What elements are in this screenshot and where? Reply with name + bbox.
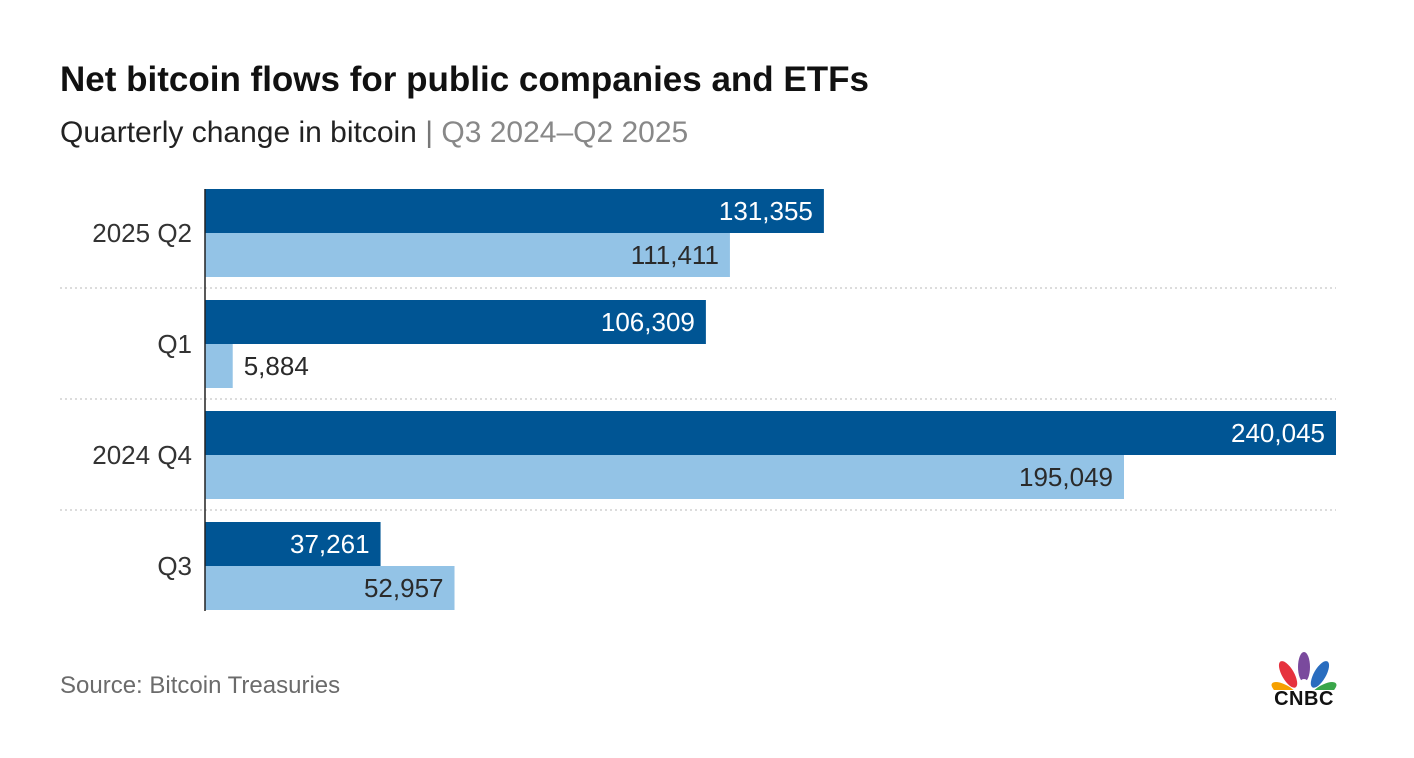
- category-label: Q1: [157, 329, 192, 359]
- bar: [205, 522, 381, 566]
- subtitle-separator: |: [425, 116, 434, 149]
- bar: [205, 189, 824, 233]
- data-label: 240,045: [1231, 418, 1325, 448]
- category-label: 2025 Q2: [92, 218, 192, 248]
- logo-text: CNBC: [1274, 688, 1334, 710]
- subtitle-text: Quarterly change in bitcoin: [60, 116, 417, 149]
- source-note: Source: Bitcoin Treasuries: [60, 672, 341, 699]
- bar: [205, 566, 455, 610]
- peacock-icon: [1271, 652, 1337, 701]
- data-label: 52,957: [364, 573, 444, 603]
- data-label: 106,309: [601, 307, 695, 337]
- data-label: 111,411: [631, 240, 719, 270]
- data-label: 195,049: [1019, 462, 1113, 492]
- subtitle-range: Q3 2024–Q2 2025: [441, 116, 689, 149]
- chart-title: Net bitcoin flows for public companies a…: [60, 60, 869, 99]
- data-label: 5,884: [244, 351, 309, 381]
- data-label: 37,261: [290, 529, 370, 559]
- bar: [205, 411, 1336, 455]
- bar: [205, 344, 233, 388]
- cnbc-logo: CNBC: [1268, 650, 1340, 712]
- chart-subtitle: Quarterly change in bitcoin | Q3 2024–Q2…: [60, 116, 688, 150]
- bar: [205, 455, 1124, 499]
- data-label: 131,355: [719, 196, 813, 226]
- bar: [205, 233, 730, 277]
- category-label: 2024 Q4: [92, 440, 192, 470]
- category-label: Q3: [157, 551, 192, 581]
- bar: [205, 300, 706, 344]
